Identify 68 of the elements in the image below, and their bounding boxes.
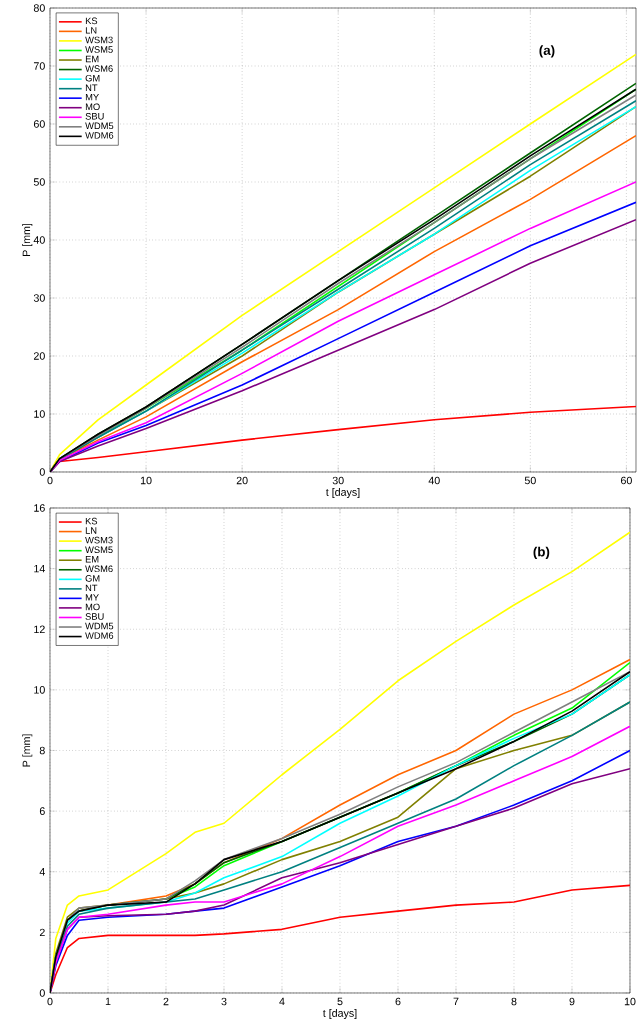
legend-label: WSM3 [85, 36, 113, 44]
x-tick-label: 20 [236, 476, 248, 485]
legend-label: MY [85, 93, 99, 101]
x-tick-label: 0 [47, 997, 53, 1006]
legend-label: GM [85, 74, 100, 82]
legend-label: MY [85, 594, 99, 601]
y-tick-label: 10 [34, 410, 45, 418]
y-tick-label: 0 [39, 468, 45, 476]
x-tick-label: 60 [621, 476, 632, 485]
y-tick-label: 4 [39, 868, 45, 876]
legend-label: WDM6 [85, 132, 114, 139]
y-tick-label: 50 [33, 178, 45, 186]
x-tick-label: 3 [221, 997, 227, 1006]
legend-label: SBU [85, 113, 104, 120]
legend-label: WDM5 [85, 122, 114, 130]
x-tick-label: 8 [511, 997, 517, 1006]
y-axis-title: P [mm] [22, 223, 33, 257]
y-tick-label: 60 [33, 120, 45, 128]
y-tick-label: 80 [33, 4, 45, 12]
y-tick-label: 14 [34, 564, 45, 573]
x-tick-label: 4 [279, 997, 285, 1006]
legend-label: WSM5 [85, 46, 113, 53]
x-tick-label: 40 [428, 476, 440, 485]
x-axis-title: t [days] [325, 488, 360, 499]
legend-label: NT [85, 584, 98, 592]
x-tick-label: 7 [453, 997, 459, 1006]
y-axis-title: P [mm] [22, 734, 33, 767]
legend-label: LN [85, 527, 97, 534]
y-tick-label: 16 [34, 504, 45, 512]
x-tick-label: 10 [140, 476, 152, 485]
y-tick-label: 6 [39, 807, 45, 815]
y-tick-label: 8 [39, 746, 45, 755]
y-tick-label: 12 [34, 625, 45, 633]
legend-label: KS [85, 517, 98, 525]
legend-label: EM [85, 556, 99, 563]
legend-label: EM [85, 55, 99, 63]
x-tick-label: 9 [569, 997, 575, 1006]
legend-label: WSM6 [85, 65, 113, 72]
x-tick-label: 5 [337, 997, 343, 1006]
y-tick-label: 2 [39, 928, 45, 937]
legend-label: MO [85, 103, 100, 111]
legend-label: WSM6 [85, 565, 113, 573]
y-tick-label: 10 [34, 686, 45, 694]
legend-label: LN [85, 27, 97, 34]
annotation: (b) [533, 546, 550, 560]
annotation: (a) [539, 45, 555, 58]
y-tick-label: 30 [33, 294, 45, 302]
x-tick-label: 50 [524, 476, 536, 485]
y-tick-label: 40 [33, 236, 45, 244]
legend-label: WDM5 [85, 622, 114, 630]
legend-label: SBU [85, 613, 104, 620]
y-tick-label: 70 [33, 62, 45, 70]
x-axis-title: t [days] [322, 1009, 357, 1020]
legend-label: WSM5 [85, 546, 113, 554]
x-tick-label: 30 [332, 476, 344, 485]
x-tick-label: 1 [105, 997, 111, 1006]
y-tick-label: 0 [39, 989, 45, 997]
legend-label: NT [85, 84, 98, 91]
x-tick-label: 6 [395, 997, 401, 1006]
y-tick-label: 20 [33, 352, 45, 360]
legend-label: GM [85, 575, 100, 582]
legend-label: MO [85, 603, 100, 611]
x-tick-label: 10 [624, 997, 636, 1006]
legend-label: WDM6 [85, 632, 114, 639]
x-tick-label: 0 [47, 476, 53, 485]
x-tick-label: 2 [163, 997, 169, 1006]
legend-label: WSM3 [85, 536, 113, 544]
legend-label: KS [85, 17, 98, 25]
